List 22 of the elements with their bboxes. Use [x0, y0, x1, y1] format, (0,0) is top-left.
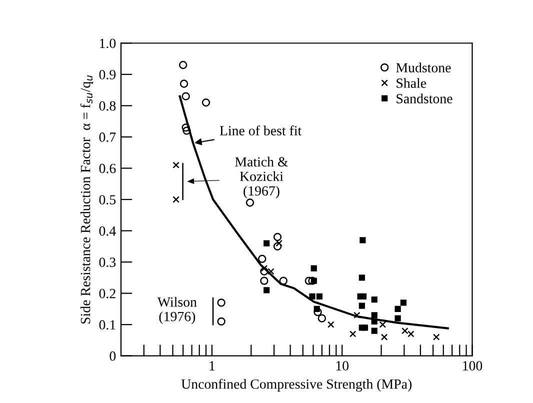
y-tick-label: 0.1	[99, 320, 116, 330]
y-tick-label: 0.8	[99, 101, 116, 111]
legend-label: Shale	[396, 78, 426, 88]
y-axis-title: Side Resistance Reduction Factor α = f$_{su}$/q$_{u}$	[80, 75, 94, 324]
y-tick-label: 0	[110, 351, 116, 361]
legend-label: Sandstone	[396, 94, 452, 104]
x-tick-label: 1	[210, 361, 215, 370]
x-tick-label: 10	[336, 361, 349, 370]
annotation: Line of best fit	[220, 125, 302, 136]
y-tick-label: 0.2	[99, 288, 116, 298]
annotation: Wilson (1976)	[157, 296, 197, 324]
y-tick-label: 0.5	[99, 195, 116, 204]
y-tick-label: 0.6	[99, 164, 116, 174]
y-tick-label: 0.3	[99, 258, 116, 268]
y-tick-label: 0.9	[99, 70, 116, 80]
legend-label: Mudstone	[396, 62, 451, 72]
x-axis-title: Unconfined Compressive Strength (MPa)	[181, 378, 412, 392]
annotation: Matich & Kozicki (1967)	[235, 156, 288, 198]
y-tick-label: 0.7	[99, 132, 116, 142]
x-tick-label: 100	[463, 361, 482, 370]
y-tick-label: 1.0	[100, 38, 116, 48]
y-tick-label: 0.4	[99, 226, 116, 236]
